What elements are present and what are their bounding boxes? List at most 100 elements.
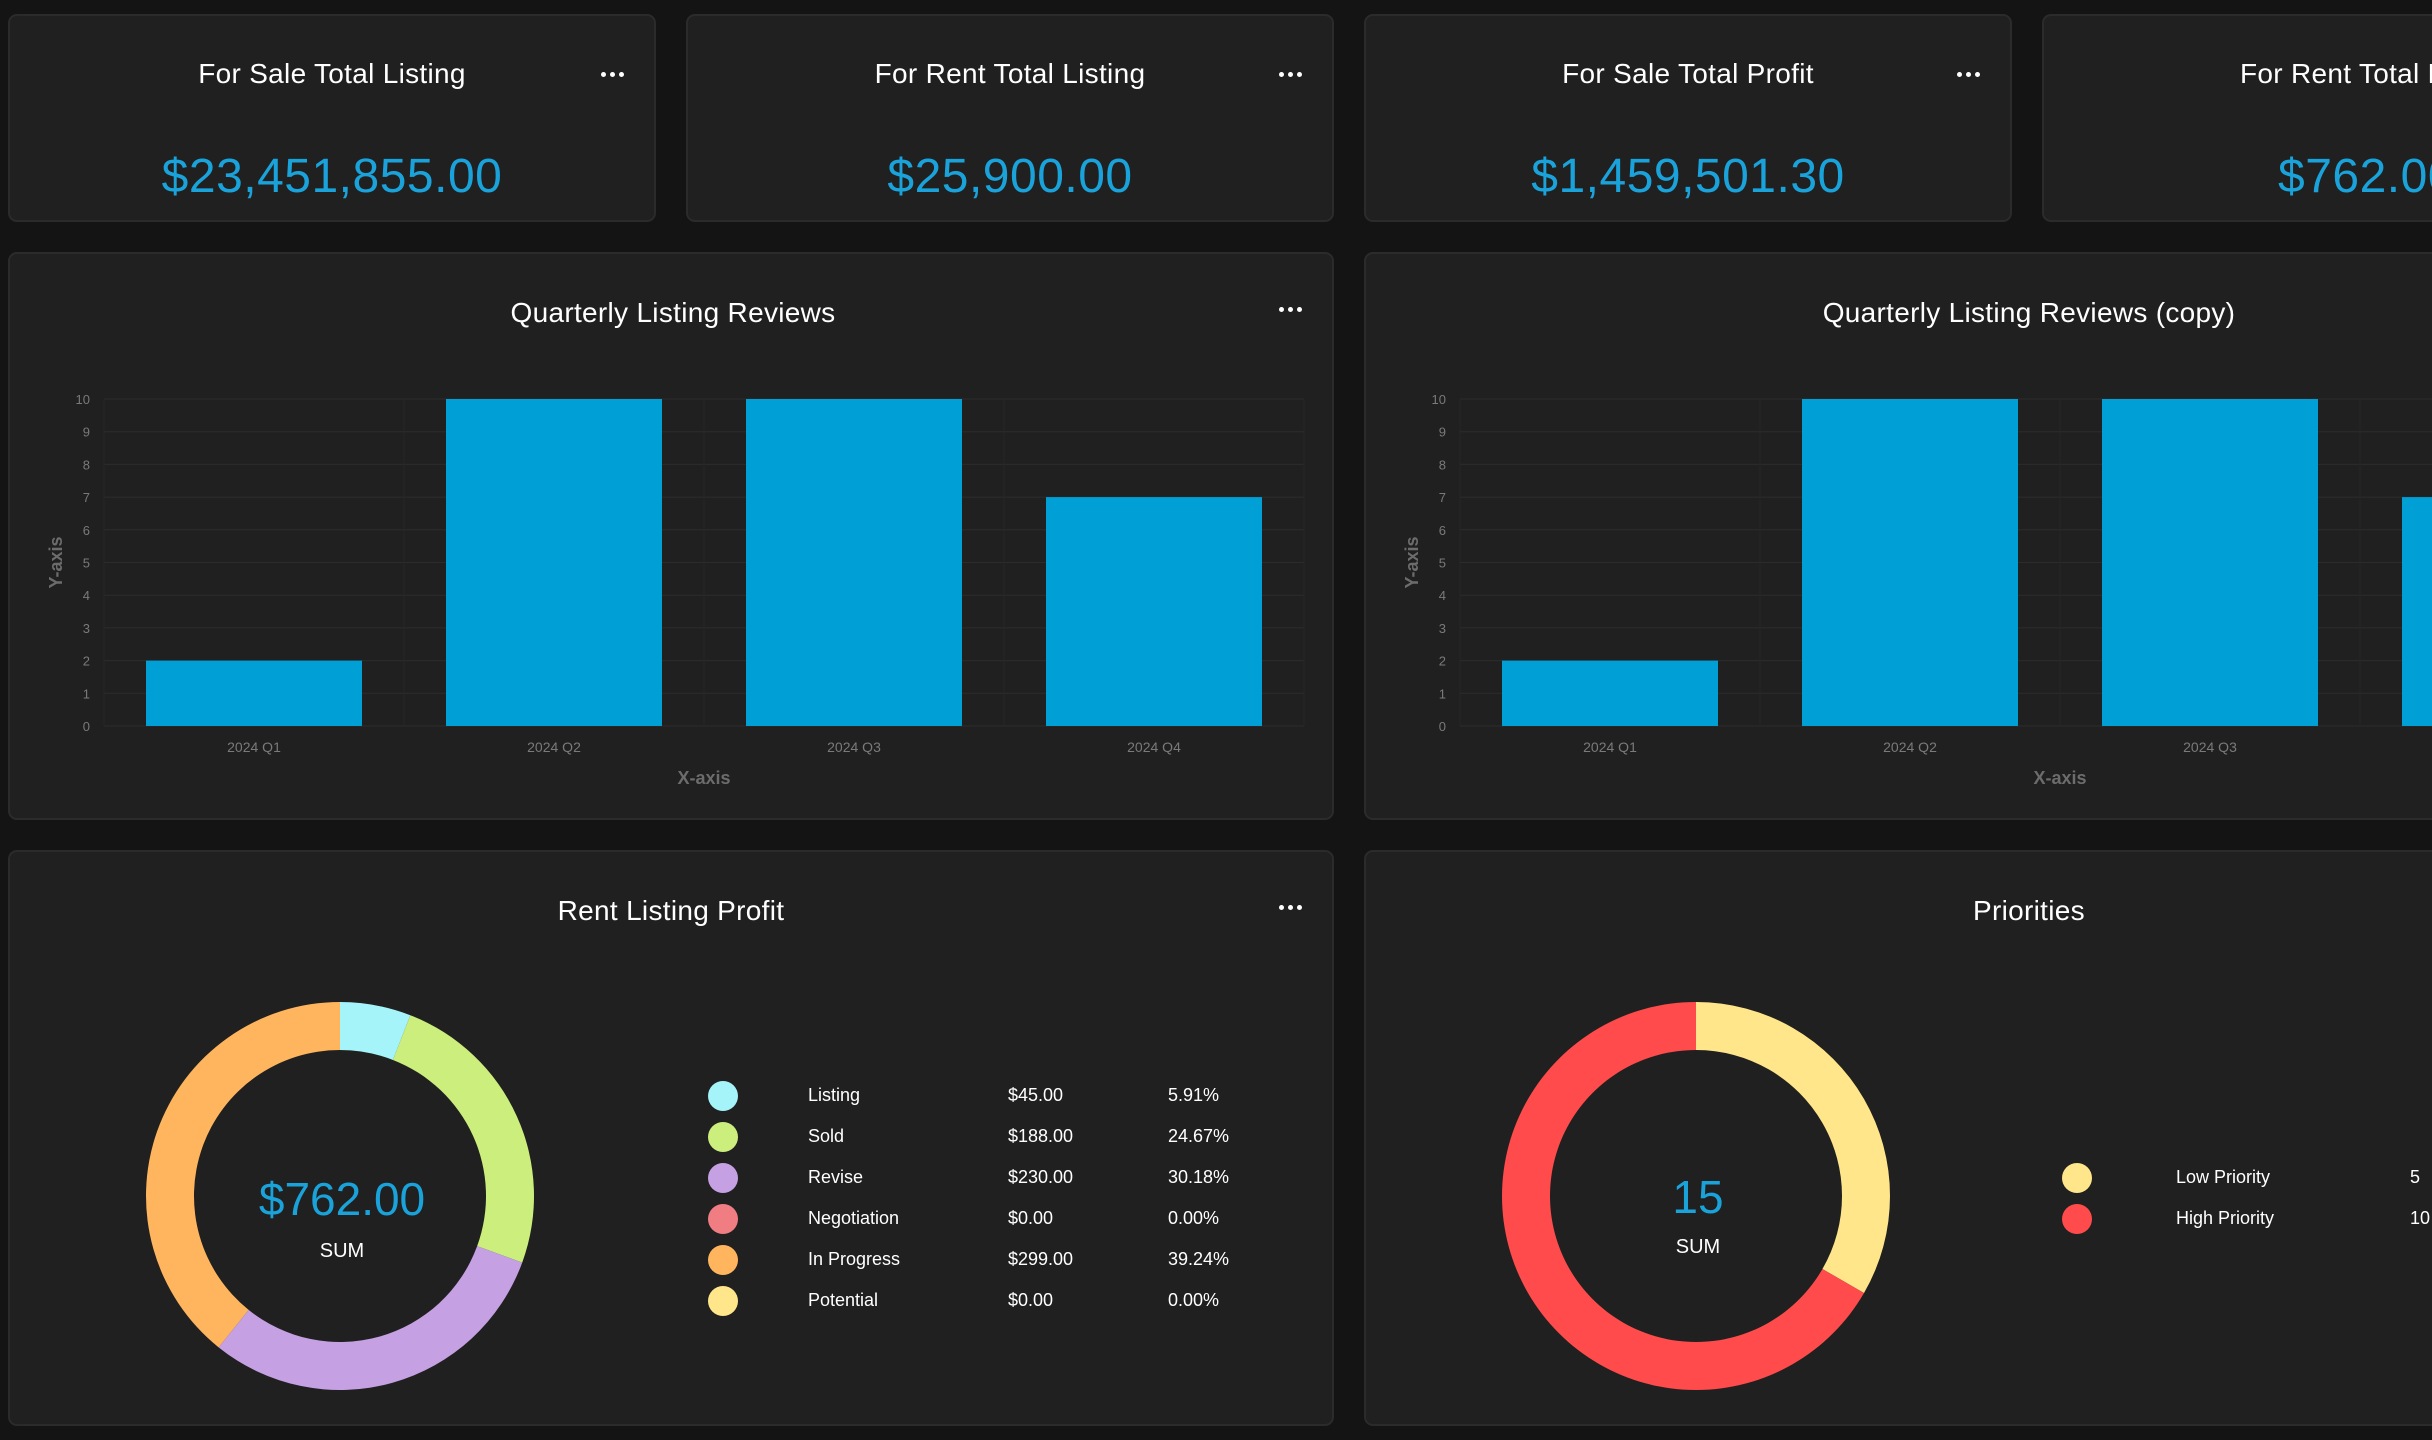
y-tick-label: 8 xyxy=(1439,457,1446,472)
legend-item-potential[interactable]: Potential $0.00 0.00% xyxy=(708,1279,1268,1319)
kpi-value: $25,900.00 xyxy=(887,150,1133,203)
donut-slice[interactable] xyxy=(146,1002,340,1348)
legend-value: $299.00 xyxy=(1008,1249,1074,1269)
legend-item-revise[interactable]: Revise $230.00 30.18% xyxy=(708,1156,1268,1196)
y-tick-label: 7 xyxy=(1439,490,1446,505)
legend-item-sold[interactable]: Sold $188.00 24.67% xyxy=(708,1115,1268,1155)
legend-item-in-progress[interactable]: In Progress $299.00 39.24% xyxy=(708,1238,1268,1278)
donut-center-value: $762.00 xyxy=(258,1173,426,1225)
donut-slice[interactable] xyxy=(340,1002,411,1060)
y-tick-label: 2 xyxy=(83,654,90,669)
y-tick-label: 0 xyxy=(83,719,90,734)
bar[interactable] xyxy=(746,399,962,726)
more-horizontal-icon[interactable] xyxy=(1270,299,1310,319)
y-axis-title: Y-axis xyxy=(46,536,66,588)
y-axis-title: Y-axis xyxy=(1402,536,1422,588)
y-tick-label: 2 xyxy=(1439,654,1446,669)
chart-title: Quarterly Listing Reviews xyxy=(510,297,836,328)
more-horizontal-icon[interactable] xyxy=(592,64,632,84)
bar[interactable] xyxy=(446,399,662,726)
x-axis-title: X-axis xyxy=(2033,768,2086,788)
kpi-value: $1,459,501.30 xyxy=(1531,150,1845,203)
chart-title: Quarterly Listing Reviews (copy) xyxy=(1822,297,2236,328)
legend-value: $188.00 xyxy=(1008,1126,1074,1146)
donut-chart xyxy=(1502,1002,1891,1390)
y-tick-label: 6 xyxy=(1439,523,1446,538)
donut-slice[interactable] xyxy=(392,1015,535,1263)
legend-label: High Priority xyxy=(2176,1208,2275,1228)
legend-swatch xyxy=(708,1286,738,1316)
y-tick-label: 1 xyxy=(83,686,90,701)
y-tick-label: 10 xyxy=(1432,392,1446,407)
legend-item-high-priority[interactable]: High Priority 10 xyxy=(2062,1197,2432,1237)
bar[interactable] xyxy=(1046,497,1262,726)
x-tick-label: 2024 Q1 xyxy=(1583,739,1637,755)
kpi-title: For Sale Total Listing xyxy=(198,58,466,89)
x-axis-title: X-axis xyxy=(677,768,730,788)
kpi-title: For Rent Total P xyxy=(2240,58,2432,89)
legend-percent: 0.00% xyxy=(1168,1290,1220,1310)
more-horizontal-icon[interactable] xyxy=(1948,64,1988,84)
kpi-title: For Rent Total Listing xyxy=(874,58,1146,89)
legend-swatch xyxy=(2062,1204,2092,1234)
bar[interactable] xyxy=(2102,399,2318,726)
donut-slice[interactable] xyxy=(218,1246,523,1390)
kpi-value: $762.00 xyxy=(2278,150,2432,203)
x-tick-label: 2024 Q1 xyxy=(227,739,281,755)
legend-swatch xyxy=(708,1122,738,1152)
x-tick-label: 2024 Q2 xyxy=(527,739,581,755)
y-tick-label: 4 xyxy=(83,588,90,603)
legend-percent: 24.67% xyxy=(1168,1126,1230,1146)
legend-swatch xyxy=(708,1163,738,1193)
bar[interactable] xyxy=(146,660,362,726)
bar[interactable] xyxy=(1502,660,1718,726)
y-tick-label: 1 xyxy=(1439,686,1446,701)
legend-swatch xyxy=(708,1204,738,1234)
kpi-card-for-rent-total-profit: For Rent Total P $762.00 xyxy=(2042,14,2432,222)
legend-label: In Progress xyxy=(808,1249,901,1269)
kpi-title: For Sale Total Profit xyxy=(1562,58,1814,89)
y-tick-label: 5 xyxy=(1439,556,1446,571)
y-tick-label: 5 xyxy=(83,556,90,571)
kpi-card-for-sale-total-listing: For Sale Total Listing $23,451,855.00 xyxy=(8,14,656,222)
legend-label: Low Priority xyxy=(2176,1167,2271,1187)
donut-center-label: SUM xyxy=(1675,1236,1721,1258)
y-tick-label: 9 xyxy=(1439,425,1446,440)
legend-percent: 30.18% xyxy=(1168,1167,1230,1187)
legend-value: $0.00 xyxy=(1008,1208,1054,1228)
legend-label: Negotiation xyxy=(808,1208,900,1228)
legend-percent: 0.00% xyxy=(1168,1208,1220,1228)
donut-slice[interactable] xyxy=(1696,1002,1891,1293)
legend-value: 5 xyxy=(2410,1167,2421,1187)
legend-item-listing[interactable]: Listing $45.00 5.91% xyxy=(708,1074,1268,1114)
quarterly-listing-reviews-card: Quarterly Listing Reviews 0 1 2 3 4 5 6 7 8 9 10 20… xyxy=(8,252,1334,820)
legend-swatch xyxy=(708,1081,738,1111)
y-tick-label: 6 xyxy=(83,523,90,538)
x-tick-label: 2024 Q3 xyxy=(827,739,881,755)
legend-label: Potential xyxy=(808,1290,879,1310)
legend-percent: 39.24% xyxy=(1168,1249,1230,1269)
legend-label: Sold xyxy=(808,1126,845,1146)
y-tick-label: 3 xyxy=(1439,621,1446,636)
y-tick-label: 4 xyxy=(1439,588,1446,603)
legend-item-negotiation[interactable]: Negotiation $0.00 0.00% xyxy=(708,1197,1268,1237)
legend-item-low-priority[interactable]: Low Priority 5 xyxy=(2062,1156,2432,1196)
legend-value: 10 xyxy=(2410,1208,2431,1228)
legend-label: Listing xyxy=(808,1085,861,1105)
y-tick-label: 9 xyxy=(83,425,90,440)
y-tick-label: 0 xyxy=(1439,719,1446,734)
legend-label: Revise xyxy=(808,1167,864,1187)
more-horizontal-icon[interactable] xyxy=(1270,897,1310,917)
y-tick-label: 8 xyxy=(83,457,90,472)
legend-swatch xyxy=(708,1245,738,1275)
legend-value: $0.00 xyxy=(1008,1290,1054,1310)
bar[interactable] xyxy=(1802,399,2018,726)
chart-title: Priorities xyxy=(1973,895,2085,926)
y-tick-label: 10 xyxy=(76,392,90,407)
bar[interactable] xyxy=(2402,497,2432,726)
more-horizontal-icon[interactable] xyxy=(1270,64,1310,84)
y-tick-label: 3 xyxy=(83,621,90,636)
kpi-value: $23,451,855.00 xyxy=(161,150,503,203)
